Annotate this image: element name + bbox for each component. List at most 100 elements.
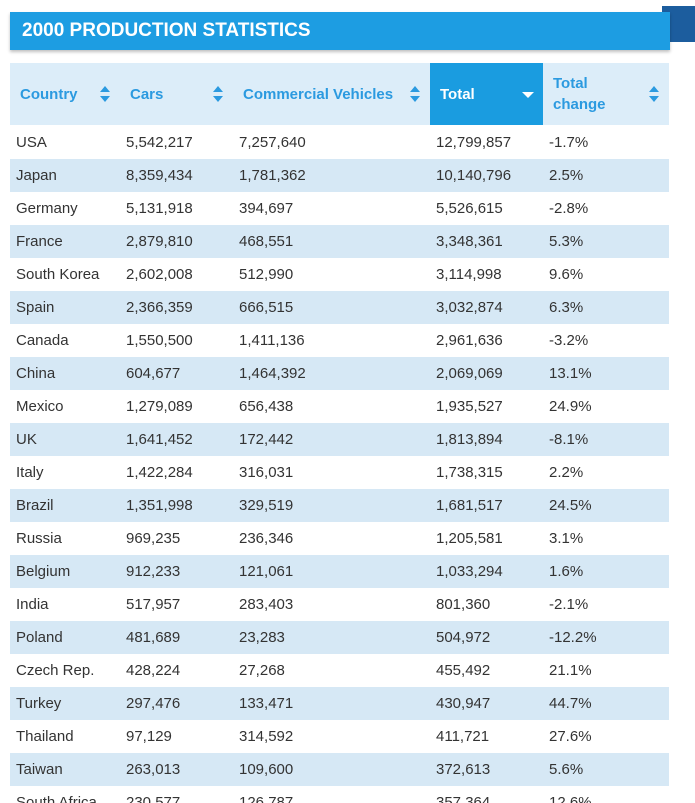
cell: 2.5%	[549, 167, 584, 184]
cell: 133,471	[239, 695, 294, 712]
cell: 297,476	[126, 695, 181, 712]
cell: 969,235	[126, 530, 181, 547]
cell: 314,592	[239, 728, 294, 745]
cell: 1,935,527	[436, 398, 503, 415]
cell: 455,492	[436, 662, 491, 679]
row-background	[10, 720, 669, 753]
cell: USA	[16, 134, 47, 151]
cell: 109,600	[239, 761, 294, 778]
cell: 263,013	[126, 761, 181, 778]
cell: 2,069,069	[436, 365, 503, 382]
cell: 1,205,581	[436, 530, 503, 547]
cell: Poland	[16, 629, 63, 646]
cell: France	[16, 233, 63, 250]
cell: Russia	[16, 530, 62, 547]
sort-icon[interactable]	[647, 85, 661, 103]
cell: 24.5%	[549, 497, 592, 514]
sort-icon[interactable]	[521, 87, 535, 105]
row-background	[10, 456, 669, 489]
row-background	[10, 621, 669, 654]
cell: 1,813,894	[436, 431, 503, 448]
cell: 2,879,810	[126, 233, 193, 250]
title: 2000 PRODUCTION STATISTICS	[22, 20, 311, 41]
cell: 394,697	[239, 200, 294, 217]
cell: Mexico	[16, 398, 64, 415]
cell: -12.2%	[549, 629, 597, 646]
cell: Thailand	[16, 728, 74, 745]
cell: -2.1%	[549, 596, 589, 613]
column-header[interactable]: Total change	[543, 63, 669, 125]
cell: Japan	[16, 167, 57, 184]
row-background	[10, 159, 669, 192]
cell: Italy	[16, 464, 44, 481]
cell: 5.3%	[549, 233, 584, 250]
cell: Turkey	[16, 695, 62, 712]
row-background	[10, 654, 669, 687]
cell: 27,268	[239, 662, 285, 679]
cell: 428,224	[126, 662, 181, 679]
cell: 1,781,362	[239, 167, 306, 184]
cell: 13.1%	[549, 365, 592, 382]
cell: 126,787	[239, 794, 294, 803]
cell: 656,438	[239, 398, 294, 415]
row-background	[10, 324, 669, 357]
cell: -3.2%	[549, 332, 589, 349]
cell: 97,129	[126, 728, 172, 745]
cell: 481,689	[126, 629, 181, 646]
cell: 21.1%	[549, 662, 592, 679]
cell: 1,681,517	[436, 497, 503, 514]
row-background	[10, 753, 669, 786]
cell: India	[16, 596, 49, 613]
cell: 9.6%	[549, 266, 584, 283]
row-background	[10, 390, 669, 423]
sort-icon[interactable]	[408, 85, 422, 103]
cell: 172,442	[239, 431, 294, 448]
row-background	[10, 489, 669, 522]
cell: 7,257,640	[239, 134, 306, 151]
row-background	[10, 423, 669, 456]
cell: 3,032,874	[436, 299, 503, 316]
cell: 2,366,359	[126, 299, 193, 316]
cell: 357,364	[436, 794, 491, 803]
cell: 230,577	[126, 794, 181, 803]
cell: 283,403	[239, 596, 294, 613]
cell: 23,283	[239, 629, 285, 646]
sort-icon[interactable]	[98, 85, 112, 103]
cell: 801,360	[436, 596, 491, 613]
cell: UK	[16, 431, 37, 448]
cell: South Korea	[16, 266, 100, 283]
row-background	[10, 258, 669, 291]
cell: 372,613	[436, 761, 491, 778]
cell: 24.9%	[549, 398, 592, 415]
cell: 1,641,452	[126, 431, 193, 448]
cell: 8,359,434	[126, 167, 193, 184]
cell: 5,526,615	[436, 200, 503, 217]
row-background	[10, 357, 669, 390]
cell: 517,957	[126, 596, 181, 613]
cell: 1,738,315	[436, 464, 503, 481]
column-header[interactable]: Cars	[120, 63, 233, 125]
column-header[interactable]: Country	[10, 63, 120, 125]
cell: 5,542,217	[126, 134, 193, 151]
cell: 468,551	[239, 233, 294, 250]
cell: 329,519	[239, 497, 294, 514]
cell: 2,961,636	[436, 332, 503, 349]
cell: 10,140,796	[436, 167, 512, 184]
cell: 5.6%	[549, 761, 584, 778]
row-background	[10, 555, 669, 588]
sort-icon[interactable]	[211, 85, 225, 103]
cell: 121,061	[239, 563, 294, 580]
cell: China	[16, 365, 56, 382]
cell: Spain	[16, 299, 55, 316]
cell: -2.8%	[549, 200, 589, 217]
cell: 1.6%	[549, 563, 584, 580]
cell: 1,033,294	[436, 563, 503, 580]
cell: 236,346	[239, 530, 294, 547]
cell: 504,972	[436, 629, 491, 646]
column-header[interactable]: Commercial Vehicles	[233, 63, 430, 125]
cell: 12.6%	[549, 794, 592, 803]
row-background	[10, 126, 669, 159]
cell: 2,602,008	[126, 266, 193, 283]
cell: South Africa	[16, 794, 97, 803]
